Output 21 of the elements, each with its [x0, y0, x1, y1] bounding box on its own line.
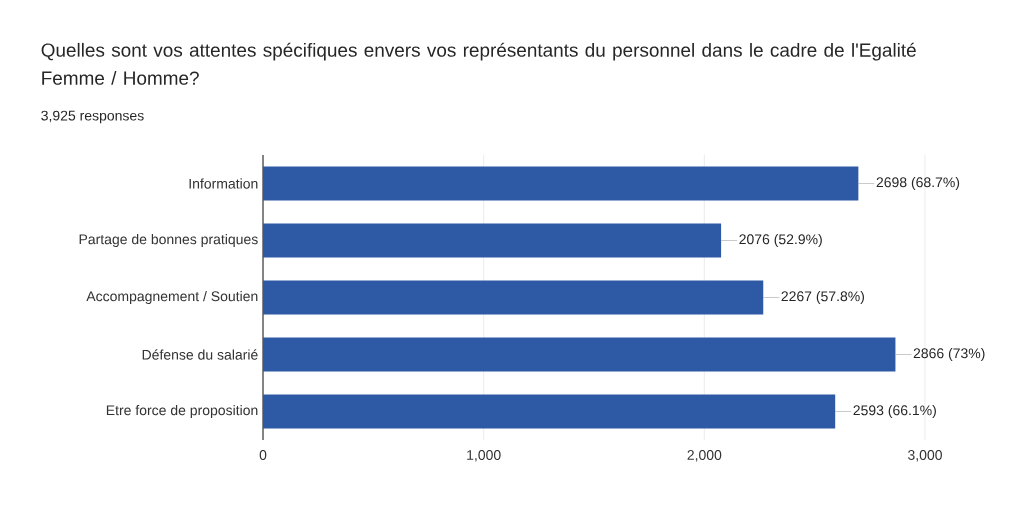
x-tick-label: 1,000 [467, 450, 501, 462]
text: 3,925 responses [41, 110, 144, 124]
y-tick-label: Défense du salarié [142, 349, 258, 360]
bar [263, 280, 764, 315]
data-label: 2698 (68.7%) [876, 176, 960, 191]
bar [263, 223, 722, 258]
y-tick-label: Partage de bonnes pratiques [79, 233, 258, 248]
chart-title: Quelles sont vos attentes spécifiques envers vos représentants du personnel dans le cadre de l'Egalité Femme / Homme? [41, 42, 916, 85]
bar [263, 394, 836, 429]
data-label: 2593 (66.1%) [853, 404, 936, 419]
x-tick-label: 2,000 [687, 450, 722, 462]
y-tick-label: Etre force de proposition [106, 404, 258, 419]
data-label: 2267 (57.8%) [781, 290, 864, 305]
y-tick-label: Accompagnement / Soutien [86, 290, 258, 305]
data-label: 2866 (73%) [913, 347, 985, 362]
data-label: 2076 (52.9%) [739, 233, 822, 248]
bar [263, 166, 859, 201]
y-tick-label: Information [189, 178, 258, 189]
x-tick-label: 0 [259, 450, 267, 460]
x-tick-label: 3,000 [908, 450, 942, 462]
bar [263, 337, 896, 372]
